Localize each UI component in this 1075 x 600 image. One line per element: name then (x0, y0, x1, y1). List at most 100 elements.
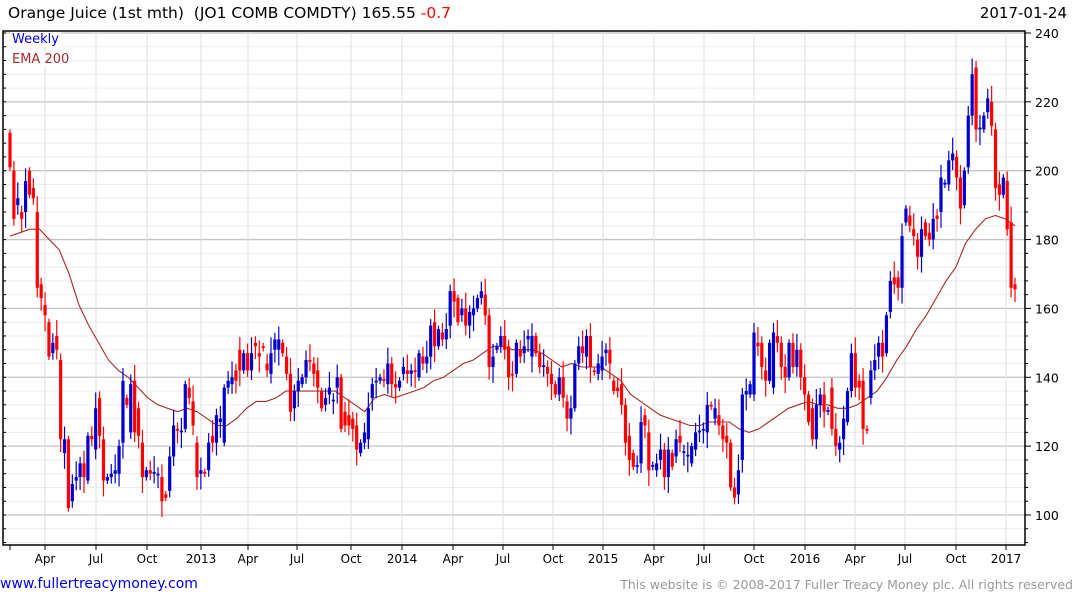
candle (616, 377, 620, 398)
candle (339, 373, 343, 433)
candle-body (799, 349, 803, 378)
candle-body (771, 332, 776, 388)
candle-body (643, 415, 647, 426)
candle-body (187, 387, 191, 398)
candle (943, 179, 947, 188)
candle (499, 326, 503, 353)
candle-body (78, 463, 82, 478)
candle (857, 374, 861, 401)
candle-body (70, 484, 74, 502)
x-tick-label: 2016 (790, 552, 821, 566)
candle-body (347, 415, 351, 426)
candle-body (27, 170, 32, 195)
candle-body (538, 353, 542, 367)
candle-body (842, 418, 846, 440)
candle (397, 377, 402, 392)
candle (417, 349, 421, 381)
x-tick-label: 2017 (991, 552, 1022, 566)
candle (522, 330, 526, 363)
candle-body (958, 177, 963, 209)
candle-body (900, 236, 904, 288)
candle-body (740, 394, 744, 460)
candle (78, 456, 82, 490)
candle-body (873, 360, 877, 371)
candle (308, 344, 312, 372)
candle-body (830, 387, 834, 429)
candle-body (1009, 222, 1013, 288)
candle (717, 399, 721, 436)
candle-body (869, 370, 873, 398)
candle-body (468, 311, 472, 326)
candle-body (865, 428, 869, 431)
candle (152, 456, 156, 484)
candle (210, 419, 215, 453)
candle (627, 423, 631, 476)
x-tick-label: 2015 (588, 552, 619, 566)
candle-body (312, 363, 316, 374)
candle-body (133, 380, 137, 433)
candle (931, 203, 935, 250)
candle (113, 454, 117, 484)
candle (884, 311, 889, 357)
candle (394, 371, 398, 404)
candle-body (397, 380, 402, 388)
candle (853, 337, 857, 398)
candle-body (623, 404, 628, 443)
candle-body (834, 428, 838, 447)
candle (503, 320, 507, 360)
candle (168, 446, 172, 498)
candle (939, 164, 943, 228)
candle-body (374, 380, 378, 383)
candle (386, 347, 390, 394)
chart-title: Orange Juice (1st mth) (JO1 COMB COMDTY)… (8, 4, 451, 22)
candle (990, 86, 994, 136)
candle (409, 363, 413, 387)
candle (619, 368, 624, 415)
candle (121, 367, 125, 459)
candle-body (845, 391, 850, 423)
candle-body (203, 471, 207, 474)
candle (549, 361, 554, 401)
candle-body (647, 432, 651, 471)
candle (904, 205, 908, 226)
candle (23, 168, 28, 228)
candle-body (627, 435, 631, 460)
candle (273, 332, 277, 363)
x-tick-label: Jul (88, 552, 103, 566)
candle-body (358, 442, 363, 454)
candle-body (452, 291, 456, 302)
candle (561, 361, 565, 408)
candle-body (43, 304, 47, 316)
candle (320, 387, 324, 412)
candle-body (74, 477, 78, 481)
candle (125, 394, 129, 409)
candle-body (974, 67, 978, 130)
candle (432, 309, 437, 363)
candle-body (66, 439, 71, 509)
candle (752, 322, 756, 402)
site-link[interactable]: www.fullertreacymoney.com (0, 576, 198, 592)
candle (464, 292, 468, 336)
candle-body (55, 335, 59, 350)
candle-body (51, 342, 55, 354)
candle-body (880, 342, 885, 357)
candle-body (214, 415, 219, 443)
candle-body (545, 366, 550, 374)
candle (90, 426, 94, 446)
candle (288, 357, 293, 422)
candle (234, 363, 238, 394)
candle-body (113, 470, 117, 474)
candle (471, 295, 476, 332)
y-tick-label: 200 (1035, 164, 1059, 179)
x-tick-label: Oct (946, 552, 967, 566)
candle-body (584, 335, 589, 357)
candle-body (362, 432, 367, 443)
candle-body (993, 129, 998, 188)
candle-body (378, 377, 382, 381)
candle-body (931, 218, 935, 240)
candle-body (588, 335, 593, 367)
candle (62, 426, 67, 469)
candle (880, 330, 885, 373)
candle-body (300, 377, 304, 385)
candle (962, 167, 966, 209)
